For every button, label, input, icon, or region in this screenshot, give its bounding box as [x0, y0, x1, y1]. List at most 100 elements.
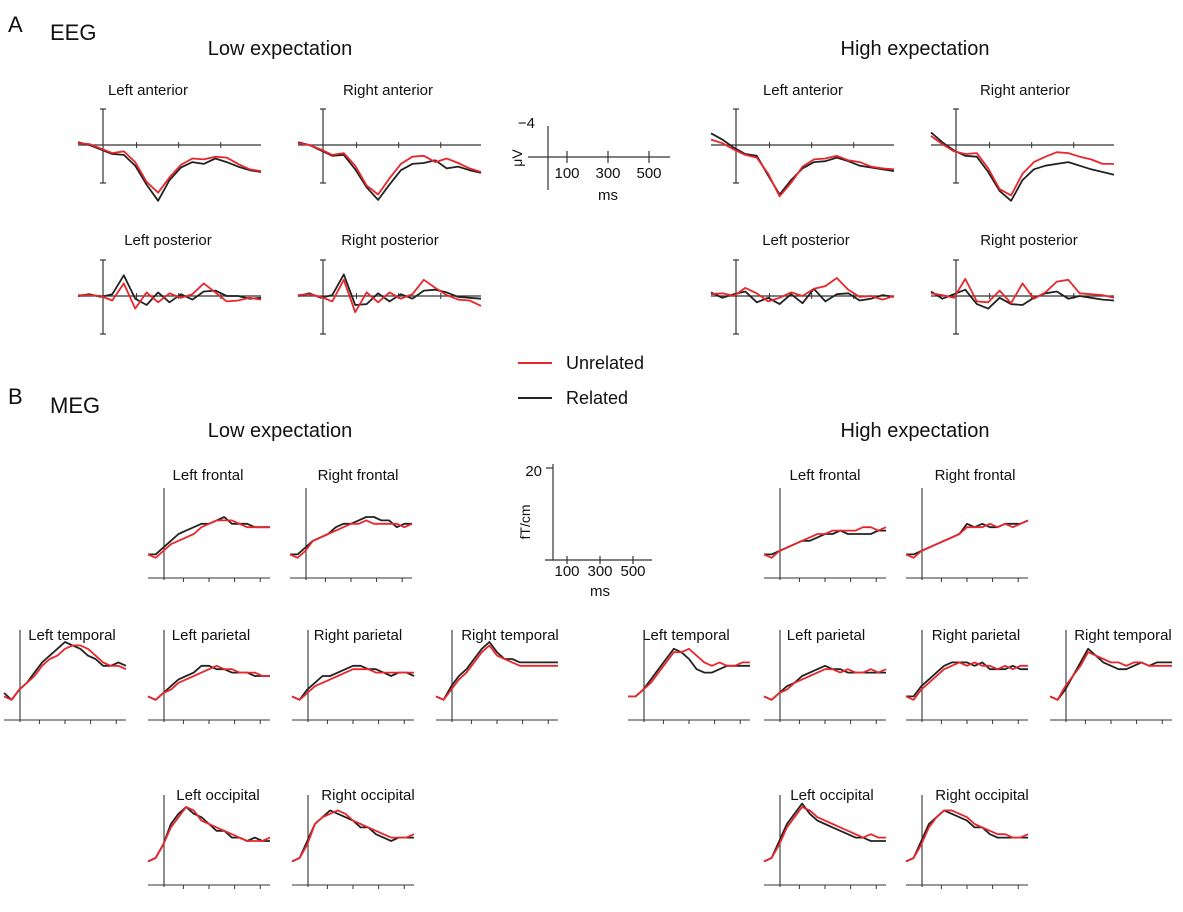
meg-high-expectation-right-temporal-label: Right temporal [1074, 627, 1172, 644]
eeg-high-expectation-left-anterior: Left anterior [710, 82, 895, 198]
meg-high-expectation-right-parietal-line-unrelated [905, 661, 1028, 701]
meg-high-expectation-right-occipital-line-unrelated [905, 809, 1029, 863]
meg-low-expectation-left-parietal-label: Left parietal [172, 627, 250, 644]
meg-high-expectation-right-parietal-label: Right parietal [932, 627, 1020, 644]
meg-high-expectation-left-parietal-line-related [763, 664, 886, 701]
meg-low-expectation-left-occipital-line-unrelated [147, 806, 271, 863]
eeg-low-expectation-right-anterior: Right anterior [297, 82, 482, 201]
subplots: Left anterior Right anterior Left posterio… [3, 82, 1172, 889]
meg-high-expectation-right-frontal-line-unrelated [905, 519, 1029, 559]
meg-high-expectation-left-temporal-line-unrelated [628, 647, 750, 698]
meg-low-expectation-right-temporal-label: Right temporal [461, 627, 559, 644]
eeg-low-expectation-left-posterior-label: Left posterior [124, 232, 212, 249]
eeg-scale-xunit: ms [598, 187, 618, 204]
eeg-low-expectation-left-anterior-label: Left anterior [108, 82, 188, 99]
meg-low-expectation-left-temporal-line-related [3, 641, 127, 701]
legend-label-unrelated: Unrelated [566, 353, 644, 373]
meg-high-expectation-right-temporal: Right temporal [1049, 627, 1172, 724]
meg-low-expectation-right-temporal-line-related [435, 641, 558, 701]
eeg-scale-value: −4 [518, 115, 535, 132]
meg-low-expectation-right-occipital: Right occipital [291, 787, 415, 889]
meg-high-expectation-left-parietal-line-unrelated [763, 668, 887, 701]
eeg-high-expectation-right-posterior-line-related [930, 288, 1115, 310]
eeg-scale-tick-300: 300 [595, 165, 620, 182]
meg-low-expectation-left-occipital: Left occipital [147, 787, 271, 889]
eeg-high-expectation-right-anterior-line-unrelated [930, 135, 1114, 197]
meg-low-expectation-left-temporal-line-unrelated [3, 644, 127, 701]
meg-low-expectation-left-frontal-label: Left frontal [173, 467, 244, 484]
meg-low-expectation-right-temporal: Right temporal [435, 627, 559, 724]
legend: Unrelated Related [518, 353, 644, 408]
meg-low-expectation-right-parietal-line-related [291, 664, 415, 701]
eeg-low-expectation-right-posterior: Right posterior [297, 232, 482, 335]
eeg-high-expectation-right-posterior-line-unrelated [930, 277, 1115, 305]
meg-low-expectation-left-temporal-label: Left temporal [28, 627, 116, 644]
meg-low-expectation-right-frontal: Right frontal [289, 467, 413, 582]
eeg-scale-unit: μV [509, 149, 525, 167]
meg-scale-tick-500: 500 [620, 563, 645, 580]
eeg-low-expectation-right-anterior-line-unrelated [297, 142, 482, 196]
meg-high-expectation-left-occipital-line-related [763, 802, 886, 863]
eeg-low-expectation-right-posterior-line-unrelated [297, 278, 482, 314]
eeg-low-expectation-right-posterior-line-related [297, 273, 482, 306]
meg-high-expectation-right-occipital-line-related [905, 809, 1028, 863]
meg-scale-bar: 20 fT/cm 100 300 500 ms [517, 463, 646, 600]
eeg-low-expectation-right-anterior-label: Right anterior [343, 82, 433, 99]
meg-low-expectation-left-parietal-line-unrelated [147, 664, 270, 701]
meg-high-expectation-left-frontal: Left frontal [763, 467, 887, 582]
meg-scale-value: 20 [525, 463, 542, 480]
eeg-scale-tick-100: 100 [554, 165, 579, 182]
meg-low-expectation-left-frontal: Left frontal [147, 467, 270, 582]
eeg-low-expectation-left-anterior: Left anterior [77, 82, 262, 202]
meg-high-expectation-left-frontal-label: Left frontal [790, 467, 861, 484]
panel-letter-a: A [8, 12, 23, 37]
meg-high-expectation-left-temporal-line-related [628, 647, 750, 698]
meg-high-expectation-right-parietal-line-related [906, 661, 1028, 698]
eeg-scale-bar: −4 μV 100 300 500 ms [509, 115, 662, 204]
meg-high-expectation-left-occipital-line-unrelated [763, 806, 886, 863]
meg-high-expectation-right-temporal-line-unrelated [1049, 651, 1172, 701]
eeg-high-expectation-right-posterior: Right posterior [930, 232, 1115, 335]
eeg-high-expectation-left-posterior-line-unrelated [710, 277, 895, 303]
eeg-high-expectation-left-anterior-line-unrelated [710, 138, 895, 198]
eeg-high-expectation-left-anterior-label: Left anterior [763, 82, 843, 99]
panel-title-eeg: EEG [50, 20, 96, 45]
condition-title-meg-low: Low expectation [208, 420, 353, 442]
meg-high-expectation-left-temporal-label: Left temporal [642, 627, 730, 644]
meg-low-expectation-left-frontal-line-unrelated [147, 519, 270, 559]
meg-low-expectation-right-parietal: Right parietal [291, 627, 415, 724]
meg-high-expectation-right-frontal: Right frontal [905, 467, 1029, 582]
meg-low-expectation-right-frontal-line-related [290, 516, 412, 556]
eeg-high-expectation-right-posterior-label: Right posterior [980, 232, 1078, 249]
meg-low-expectation-right-temporal-line-unrelated [435, 644, 558, 701]
condition-title-meg-high: High expectation [841, 420, 990, 442]
meg-low-expectation-right-parietal-line-unrelated [291, 668, 414, 701]
eeg-low-expectation-left-posterior-line-related [77, 274, 262, 306]
meg-high-expectation-left-frontal-line-unrelated [763, 526, 887, 559]
meg-low-expectation-right-frontal-line-unrelated [289, 519, 413, 559]
meg-scale-xunit: ms [590, 583, 610, 600]
eeg-low-expectation-left-posterior: Left posterior [77, 232, 262, 335]
meg-high-expectation-right-frontal-label: Right frontal [935, 467, 1016, 484]
eeg-high-expectation-right-anterior: Right anterior [930, 82, 1115, 202]
meg-low-expectation-left-parietal-line-related [147, 664, 270, 701]
eeg-high-expectation-left-posterior-line-related [710, 287, 895, 306]
meg-scale-tick-300: 300 [587, 563, 612, 580]
eeg-high-expectation-left-posterior-label: Left posterior [762, 232, 850, 249]
eeg-low-expectation-right-posterior-label: Right posterior [341, 232, 439, 249]
meg-high-expectation-left-occipital: Left occipital [763, 787, 886, 889]
meg-low-expectation-left-temporal: Left temporal [3, 627, 127, 724]
eeg-high-expectation-left-posterior: Left posterior [710, 232, 895, 335]
meg-low-expectation-right-frontal-label: Right frontal [318, 467, 399, 484]
meg-high-expectation-right-occipital: Right occipital [905, 787, 1029, 889]
meg-high-expectation-right-occipital-label: Right occipital [935, 787, 1028, 804]
legend-label-related: Related [566, 388, 628, 408]
meg-high-expectation-right-parietal: Right parietal [905, 627, 1028, 724]
meg-low-expectation-left-occipital-label: Left occipital [176, 787, 259, 804]
meg-high-expectation-left-parietal: Left parietal [763, 627, 887, 724]
meg-low-expectation-left-occipital-line-related [147, 806, 270, 863]
meg-low-expectation-right-parietal-label: Right parietal [314, 627, 402, 644]
eeg-high-expectation-left-anterior-line-related [710, 132, 895, 196]
meg-low-expectation-left-parietal: Left parietal [147, 627, 270, 724]
